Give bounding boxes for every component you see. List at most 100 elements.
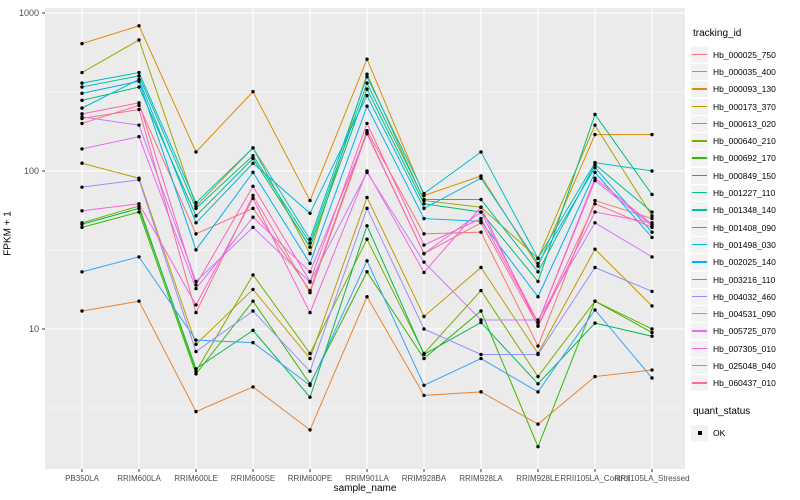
y-tick-label: 100	[24, 166, 39, 176]
data-point	[251, 196, 255, 201]
series-color-key-icon	[691, 150, 708, 167]
x-tick-label: RRII105LA_Control	[560, 474, 630, 483]
data-point	[536, 261, 540, 266]
data-point	[308, 279, 312, 284]
data-point	[80, 209, 84, 213]
data-point	[80, 116, 84, 121]
y-tick-labels: 10 100 1000	[19, 8, 39, 334]
legend-entry-label: Hb_000025_750	[713, 49, 776, 60]
data-point	[194, 204, 198, 208]
data-point	[593, 321, 597, 325]
series-color-key-icon	[691, 288, 708, 305]
data-point	[479, 176, 483, 180]
data-point	[251, 299, 255, 303]
data-point	[422, 251, 426, 256]
data-point	[593, 123, 597, 127]
data-point	[479, 352, 483, 357]
data-point	[365, 224, 369, 228]
x-tick-label: RRIM600LA	[117, 474, 161, 483]
legend-entry-Hb_000849_150: Hb_000849_150	[691, 167, 799, 184]
data-point	[422, 202, 426, 206]
data-point	[422, 197, 426, 202]
data-point	[365, 270, 369, 274]
data-point	[422, 232, 426, 236]
axis-ticks	[42, 12, 653, 472]
data-point	[650, 255, 654, 259]
data-point	[137, 70, 141, 75]
data-point	[251, 206, 255, 211]
data-point	[137, 107, 141, 112]
quant-legend-title: quant_status	[693, 405, 751, 417]
data-point	[308, 261, 312, 266]
series-color-key-icon	[691, 202, 708, 219]
series-color-key-icon	[691, 98, 708, 115]
series-color-key-icon	[691, 81, 708, 98]
data-point	[137, 123, 141, 127]
data-point	[536, 444, 540, 449]
series-color-key-icon	[691, 375, 708, 392]
data-point	[593, 170, 597, 175]
legend-entry-Hb_007305_010: Hb_007305_010	[691, 340, 799, 357]
data-point	[194, 279, 198, 284]
data-point	[479, 216, 483, 221]
data-point	[137, 299, 141, 303]
data-point	[650, 376, 654, 380]
data-point	[137, 85, 141, 89]
data-point	[194, 201, 198, 205]
legend-entry-Hb_000640_210: Hb_000640_210	[691, 132, 799, 150]
data-point	[137, 24, 141, 28]
series-color-key-icon	[691, 340, 708, 357]
data-point	[593, 374, 597, 379]
data-point	[251, 328, 255, 333]
data-point	[650, 334, 654, 338]
series-color-key-icon	[691, 185, 708, 202]
legend-entry-label: Hb_007305_010	[713, 343, 776, 354]
data-point	[422, 314, 426, 319]
data-point	[536, 323, 540, 328]
x-axis-title: sample_name	[333, 483, 397, 494]
series-color-key-icon	[691, 323, 708, 340]
data-point	[650, 210, 654, 214]
data-point	[593, 160, 597, 165]
data-point	[422, 270, 426, 275]
data-point	[308, 290, 312, 295]
data-point	[137, 74, 141, 78]
legend: tracking_id Hb_000025_750 Hb_000035_400 Hb…	[691, 28, 799, 441]
data-point	[308, 383, 312, 388]
data-point	[251, 170, 255, 175]
legend-entry-Hb_000093_130: Hb_000093_130	[691, 81, 799, 98]
legend-entries: Hb_000025_750 Hb_000035_400 Hb_000093_130 H…	[691, 46, 799, 392]
data-point	[80, 81, 84, 85]
data-point	[650, 289, 654, 294]
legend-entry-label: Hb_001498_030	[713, 239, 776, 250]
data-point	[80, 121, 84, 126]
series-color-key-icon	[691, 115, 708, 132]
data-point	[365, 57, 369, 61]
legend-entry-label: Hb_000173_370	[713, 101, 776, 112]
data-point	[479, 210, 483, 214]
data-point	[536, 295, 540, 299]
data-point	[194, 206, 198, 211]
legend-entry-label: Hb_004531_090	[713, 309, 776, 320]
data-point	[422, 206, 426, 211]
data-point	[479, 197, 483, 202]
data-point	[137, 206, 141, 211]
data-point	[593, 210, 597, 214]
data-point	[80, 98, 84, 103]
data-point	[80, 309, 84, 313]
x-tick-label: RRIM600PE	[288, 474, 332, 483]
data-point	[479, 230, 483, 234]
data-point	[536, 382, 540, 386]
data-point	[650, 132, 654, 137]
data-point	[479, 221, 483, 225]
data-point	[80, 91, 84, 96]
x-tick-label: RRIM928LA	[459, 474, 503, 483]
series-color-key-icon	[691, 271, 708, 288]
legend-entry-Hb_004032_460: Hb_004032_460	[691, 288, 799, 305]
data-point	[251, 215, 255, 219]
legend-entry-Hb_001348_140: Hb_001348_140	[691, 202, 799, 219]
data-point	[593, 112, 597, 117]
legend-entry-Hb_000173_370: Hb_000173_370	[691, 98, 799, 115]
series-color-key-icon	[691, 357, 708, 374]
